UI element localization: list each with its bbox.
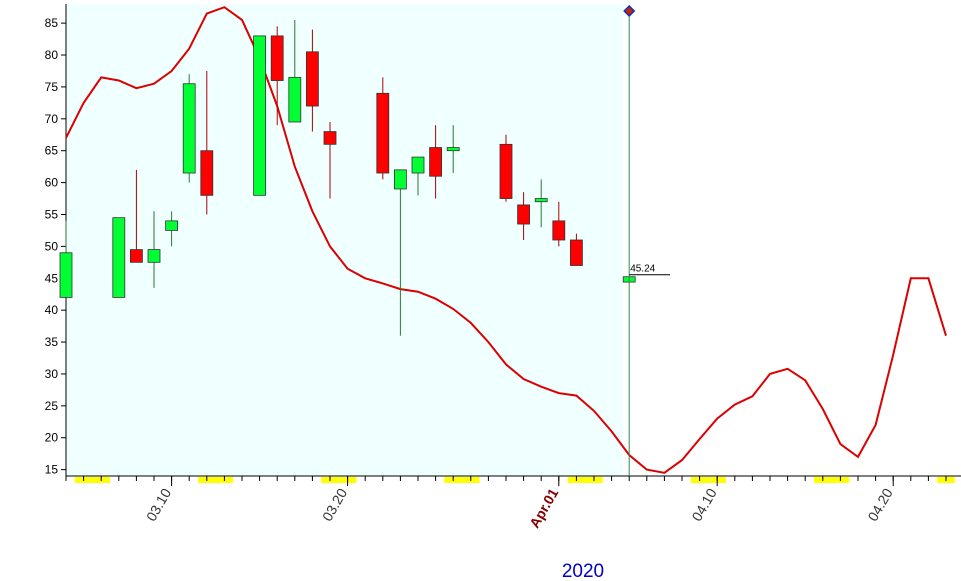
y-tick-label: 40: [45, 303, 59, 317]
x-tick-label: 03.20: [319, 485, 350, 524]
candle-body: [288, 76, 302, 123]
y-tick-label: 15: [45, 463, 59, 477]
x-tick-label: 04.20: [864, 485, 895, 524]
candle-body: [376, 92, 390, 174]
candle: [552, 201, 566, 247]
candle-body: [165, 220, 179, 231]
candle: [411, 156, 425, 196]
candle-body: [446, 147, 460, 152]
candle-body: [429, 147, 443, 177]
candle-body: [534, 198, 548, 203]
candle: [570, 233, 583, 266]
y-tick-label: 80: [45, 48, 59, 62]
candle: [147, 211, 161, 288]
candle-body: [517, 204, 530, 225]
candle-body: [182, 83, 196, 174]
candle: [446, 125, 460, 174]
candle: [517, 192, 530, 240]
plot-background: [66, 4, 623, 476]
year-label: 2020: [562, 561, 604, 581]
candle: [305, 29, 319, 132]
candle: [165, 211, 179, 247]
y-tick-label: 55: [45, 207, 59, 221]
candle: [376, 77, 390, 180]
candle: [323, 122, 337, 199]
y-tick-label: 70: [45, 112, 59, 126]
x-tick-label: 03.10: [143, 485, 174, 524]
candle-body: [552, 220, 566, 241]
candle-body: [570, 239, 583, 266]
candle: [499, 134, 513, 202]
candle-body: [323, 131, 337, 145]
candle-body: [147, 249, 161, 263]
candle-body: [253, 35, 267, 196]
y-tick-label: 75: [45, 80, 59, 94]
candle-body: [270, 35, 284, 81]
candle: [253, 35, 267, 196]
candles: [59, 19, 636, 336]
y-tick-label: 60: [45, 176, 59, 190]
candle: [129, 169, 143, 263]
candle-body: [59, 252, 73, 298]
candle-body: [393, 169, 407, 190]
cursor: 45.24: [623, 4, 670, 476]
y-tick-label: 20: [45, 431, 59, 445]
y-tick-label: 65: [45, 144, 59, 158]
candle: [288, 19, 302, 123]
y-tick-label: 25: [45, 399, 59, 413]
candle: [393, 169, 407, 336]
candle: [429, 125, 443, 199]
candle: [200, 70, 214, 215]
cursor-marker-icon: [623, 4, 636, 18]
y-tick-label: 45: [45, 271, 59, 285]
x-tick-label: 04.10: [688, 485, 719, 524]
candle-body: [411, 156, 425, 174]
y-tick-label: 30: [45, 367, 59, 381]
indicator-line: [65, 6, 947, 474]
candle-body: [129, 249, 143, 263]
candle-body: [499, 143, 513, 199]
x-tick-label: Apr.01: [526, 485, 561, 530]
candle: [59, 220, 73, 298]
y-tick-label: 50: [45, 239, 59, 253]
candle-body: [305, 51, 319, 107]
candle: [182, 74, 196, 183]
y-tick-label: 35: [45, 335, 59, 349]
candle-body: [200, 150, 214, 196]
series-line: [65, 6, 947, 474]
last-price-label: 45.24: [630, 264, 655, 275]
candle: [112, 217, 126, 298]
candle: [534, 179, 548, 228]
candle-body: [112, 217, 126, 298]
y-tick-label: 85: [45, 16, 59, 30]
candle: [270, 26, 284, 126]
